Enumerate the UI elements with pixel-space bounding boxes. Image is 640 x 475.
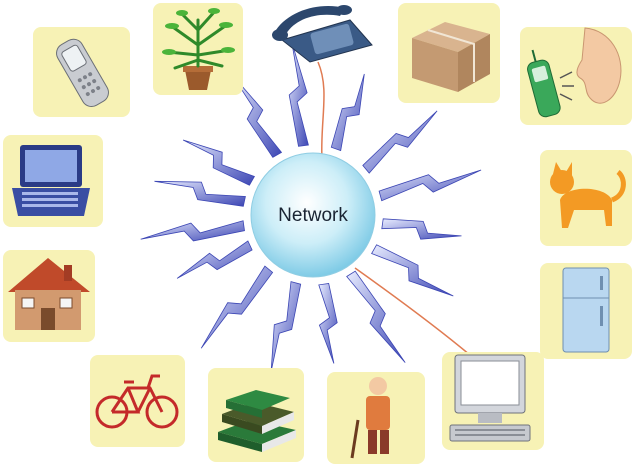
lightning-bolt <box>378 169 482 202</box>
device-books <box>208 368 304 462</box>
device-elderly-person <box>327 372 425 464</box>
device-cat <box>540 150 632 246</box>
lightning-bolt <box>371 244 454 297</box>
bicycle-icon <box>95 374 179 429</box>
network-label: Network <box>278 205 348 226</box>
laptop-icon <box>12 145 90 216</box>
device-potted-plant <box>153 3 243 95</box>
lightning-bolt <box>176 240 253 279</box>
phone-cable <box>317 61 325 161</box>
device-desktop-computer <box>442 352 544 450</box>
device-house <box>3 250 95 342</box>
device-laptop <box>3 135 103 227</box>
fridge-icon <box>562 267 610 353</box>
house-icon <box>8 258 90 330</box>
lightning-bolt <box>381 218 462 240</box>
plant-icon <box>162 8 235 90</box>
device-voice-phone <box>520 27 632 125</box>
device-refrigerator <box>540 263 632 359</box>
lightning-bolt <box>182 139 255 186</box>
lightning-bolt <box>330 73 365 152</box>
lightning-bolt <box>362 110 438 174</box>
lightning-bolt <box>288 42 309 147</box>
device-parcel <box>398 3 500 103</box>
lightning-bolt <box>270 281 302 372</box>
desktop-computer-icon <box>449 354 531 442</box>
telephone-icon <box>272 5 373 63</box>
cat-icon <box>550 162 626 228</box>
lightning-bolts <box>140 42 482 372</box>
flip-phone-icon <box>56 38 109 108</box>
cell-phone-voice-icon <box>527 27 622 118</box>
package-icon <box>412 22 490 92</box>
person-cane-icon <box>350 377 390 459</box>
lightning-bolt <box>318 283 338 364</box>
lightning-bolt <box>346 270 406 363</box>
device-mobile-phone <box>33 27 130 117</box>
lightning-bolt <box>231 74 283 158</box>
network-hub <box>250 152 376 278</box>
lightning-bolt <box>154 180 246 207</box>
lightning-bolt <box>200 265 274 349</box>
lightning-bolt <box>140 220 245 242</box>
computer-cable <box>354 267 471 356</box>
device-desk-telephone <box>272 5 373 63</box>
device-bicycle <box>90 355 185 447</box>
books-icon <box>218 390 296 452</box>
